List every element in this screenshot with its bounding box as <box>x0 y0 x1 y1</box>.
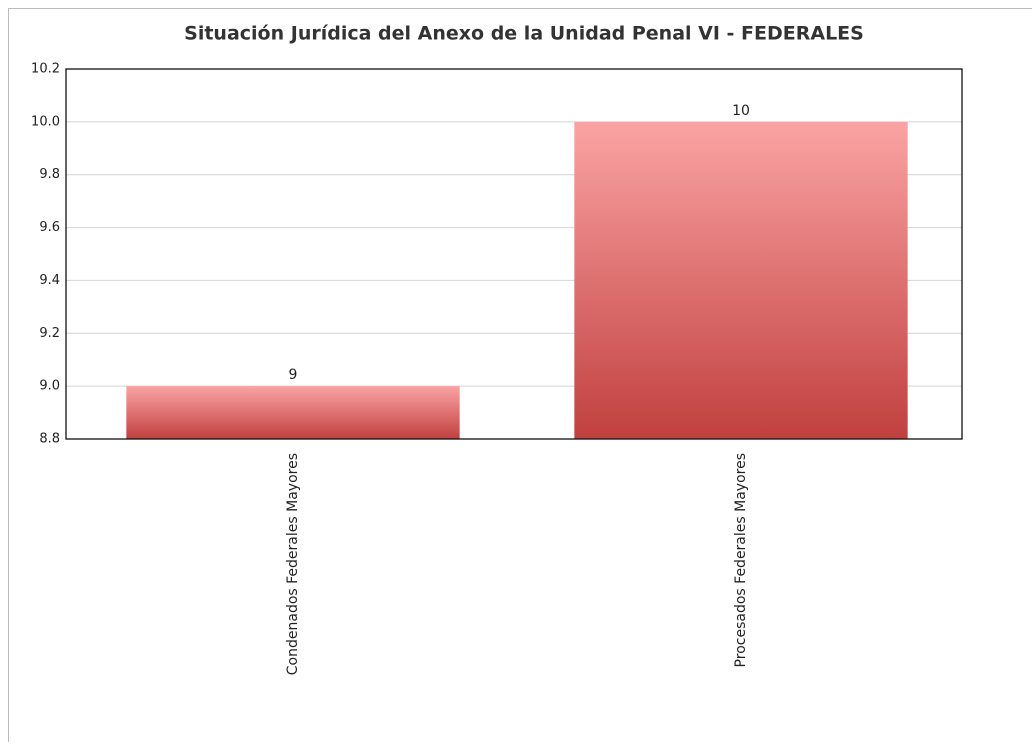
y-tick-label: 9.2 <box>39 326 60 341</box>
y-tick-label: 9.4 <box>39 273 60 288</box>
x-tick-label: Condenados Federales Mayores <box>285 453 301 675</box>
y-tick-label: 10.2 <box>31 62 60 77</box>
value-label: 9 <box>289 367 298 383</box>
y-tick-label: 8.8 <box>39 432 60 447</box>
y-tick-label: 9.0 <box>39 379 60 394</box>
x-tick-label: Procesados Federales Mayores <box>733 453 749 667</box>
y-tick-label: 9.8 <box>39 167 60 182</box>
bar <box>574 122 907 439</box>
value-label: 10 <box>732 103 750 119</box>
y-tick-label: 10.0 <box>31 114 60 129</box>
bar <box>126 386 459 439</box>
chart-title: Situación Jurídica del Anexo de la Unida… <box>184 23 864 45</box>
y-tick-label: 9.6 <box>39 220 60 235</box>
